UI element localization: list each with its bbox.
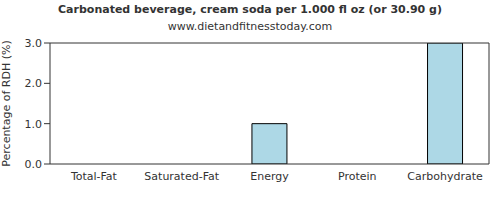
svg-text:Percentage of RDH (%): Percentage of RDH (%) <box>8 40 13 166</box>
svg-text:0.0: 0.0 <box>25 158 43 171</box>
svg-text:2.0: 2.0 <box>25 77 43 90</box>
svg-text:1.0: 1.0 <box>25 118 43 131</box>
html-text:Carbonated beverage, cream sod: Carbonated beverage, cream soda per 1.00… <box>58 3 442 16</box>
svg-text:3.0: 3.0 <box>25 37 43 50</box>
svg-text:Total-Fat: Total-Fat <box>70 170 118 183</box>
html-text:www.dietandfitnesstoday.com: www.dietandfitnesstoday.com <box>167 20 333 33</box>
svg-text:Protein: Protein <box>338 170 377 183</box>
svg-text:Saturated-Fat: Saturated-Fat <box>144 170 219 183</box>
svg-text:Carbohydrate: Carbohydrate <box>407 170 483 183</box>
svg-text:Energy: Energy <box>250 170 289 183</box>
